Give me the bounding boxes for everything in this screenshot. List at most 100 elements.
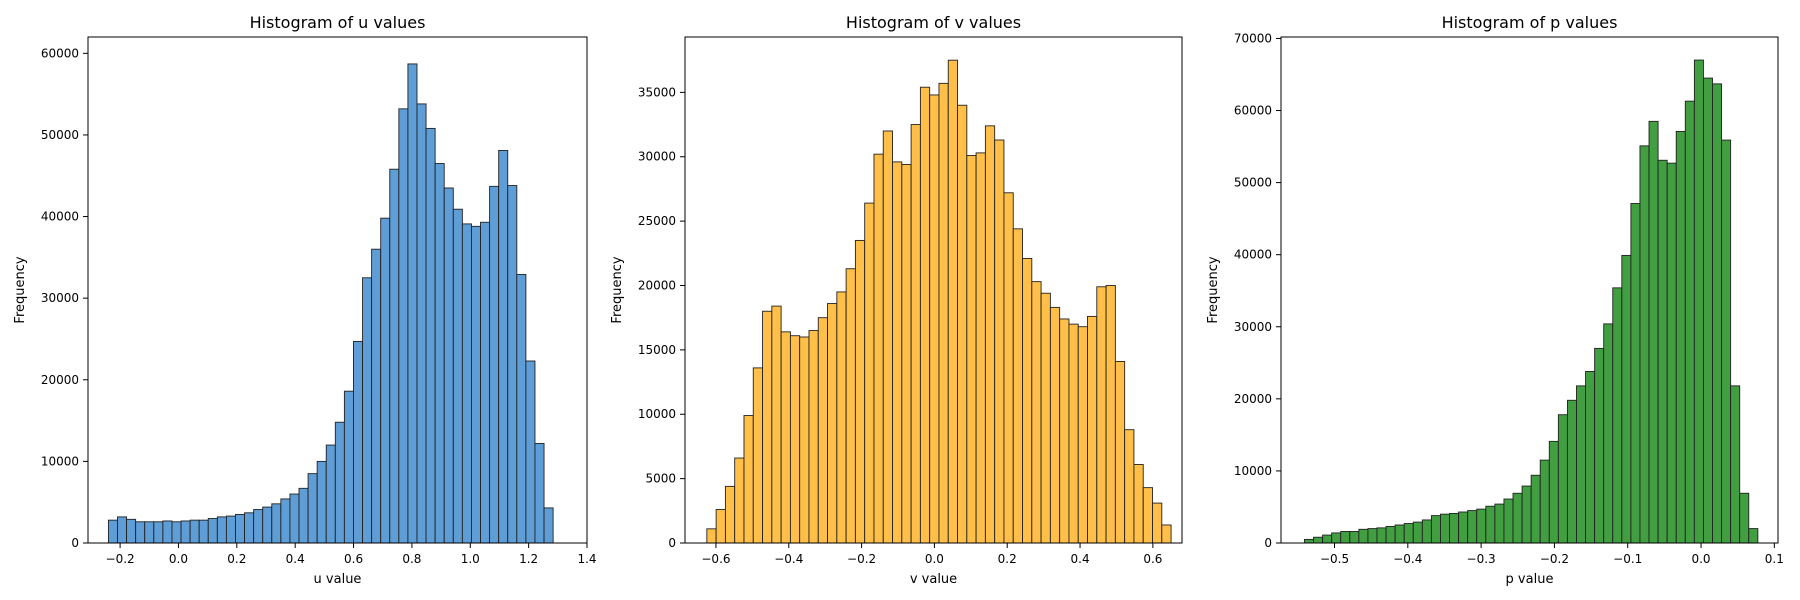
histogram-bar — [1485, 505, 1496, 544]
histogram-bar — [516, 274, 527, 544]
histogram-bar — [1142, 487, 1153, 544]
histogram-bar — [280, 498, 291, 544]
histogram-bar — [827, 303, 838, 544]
histogram-bar — [461, 223, 472, 544]
axes-frame — [87, 36, 588, 544]
histogram-bar — [371, 248, 382, 544]
histogram-bar — [144, 521, 155, 544]
histogram-bar — [1748, 528, 1759, 544]
histogram-bar — [343, 390, 354, 544]
histogram-bar — [1003, 192, 1014, 544]
histogram-bar — [498, 149, 509, 544]
histogram-bar — [1096, 286, 1107, 544]
x-tick-label: 1.4 — [577, 552, 596, 566]
histogram-bar — [1430, 515, 1441, 544]
histogram-bar — [1730, 385, 1741, 544]
histogram-bar — [1440, 513, 1450, 544]
histogram-bar — [752, 367, 764, 544]
histogram-bar — [126, 518, 137, 544]
histogram-bar — [1585, 371, 1596, 544]
histogram-bar — [452, 208, 463, 544]
histogram-bar — [1702, 77, 1713, 544]
x-tick-label: 0.2 — [227, 552, 246, 566]
histogram-bar — [307, 473, 318, 544]
histogram-bar — [1068, 323, 1079, 544]
x-tick-label: 0.0 — [169, 552, 188, 566]
bars — [107, 63, 554, 544]
y-tick-label: 40000 — [1234, 248, 1272, 262]
x-tick-label: 0.4 — [1071, 552, 1090, 566]
histogram-bar — [235, 513, 246, 544]
histogram-bar — [1603, 323, 1614, 544]
histogram-panel-2: −0.6 −0.4 −0.2 0.0 0.2 0.4 0.6 0 5000 10000 15000 2… — [610, 13, 1183, 587]
y-tick-label: 30000 — [1234, 320, 1272, 334]
histogram-bar — [1594, 347, 1605, 544]
histogram-bar — [957, 104, 968, 544]
histogram-bar — [1657, 159, 1668, 544]
histogram-bar — [425, 127, 436, 544]
histogram-bar — [1467, 510, 1478, 544]
y-axis-label: Frequency — [1206, 256, 1221, 323]
histogram-bar — [1712, 83, 1723, 544]
histogram-bar — [994, 139, 1005, 544]
histogram-bar — [507, 185, 518, 544]
histogram-bar — [1059, 318, 1070, 544]
histogram-bar — [1693, 59, 1704, 544]
histogram-bar — [1385, 525, 1396, 544]
histogram-bar — [416, 103, 427, 544]
histogram-bar — [762, 310, 773, 544]
histogram-bar — [407, 63, 418, 544]
histogram-bar — [1639, 145, 1650, 544]
histogram-bar — [262, 506, 273, 544]
histogram-bar — [1040, 292, 1051, 544]
y-tick-label: 20000 — [41, 373, 79, 387]
histogram-bar — [1114, 361, 1126, 544]
histogram-bar — [271, 503, 282, 544]
x-tick-label: −0.6 — [701, 552, 730, 566]
histogram-bar — [389, 168, 400, 544]
x-tick-label: −0.2 — [106, 552, 135, 566]
histogram-bar — [808, 330, 819, 544]
x-axis-label: v value — [910, 572, 957, 587]
histogram-bar — [162, 520, 173, 544]
histogram-bar — [470, 225, 481, 544]
histogram-bar — [1530, 474, 1541, 544]
histogram-bar — [1612, 287, 1623, 544]
histogram-panel-1: −0.2 0.0 0.2 0.4 0.6 0.8 1.0 1.2 1.4 0 10000 20000 3… — [13, 13, 597, 587]
histogram-bar — [353, 340, 363, 544]
histogram-bar — [1161, 524, 1172, 544]
y-tick-label: 10000 — [638, 407, 676, 421]
x-tick-label: 0.6 — [344, 552, 363, 566]
histogram-bar — [780, 331, 791, 544]
histogram-bar — [1512, 492, 1523, 544]
histogram-bar — [966, 155, 977, 544]
histogram-bar — [443, 187, 454, 544]
y-tick-label: 20000 — [638, 278, 676, 292]
y-tick-label: 40000 — [41, 210, 79, 224]
histogram-bar — [325, 444, 336, 544]
histogram-bar — [1012, 228, 1023, 544]
histogram-bar — [398, 108, 409, 544]
histogram-bar — [1503, 498, 1514, 544]
x-tick-label: 0.2 — [998, 552, 1017, 566]
histogram-bar — [947, 59, 958, 544]
histogram-bar — [543, 507, 554, 544]
x-tick-label: −0.4 — [774, 552, 803, 566]
histogram-bar — [1022, 258, 1033, 544]
histogram-bar — [984, 125, 996, 544]
histogram-bar — [225, 515, 236, 544]
histogram-bar — [1421, 519, 1432, 544]
histogram-bar — [171, 521, 182, 544]
histogram-bar — [153, 521, 164, 544]
x-tick-label: 0.8 — [402, 552, 421, 566]
histogram-bar — [1124, 429, 1135, 544]
histogram-bar — [1739, 492, 1750, 544]
histogram-bar — [706, 528, 717, 544]
y-axis-label: Frequency — [13, 256, 28, 323]
histogram-bar — [1152, 502, 1163, 544]
histogram-bar — [207, 518, 218, 544]
x-tick-label: −0.5 — [1320, 552, 1349, 566]
histogram-bar — [1666, 162, 1677, 544]
histogram-bar — [1331, 532, 1342, 544]
